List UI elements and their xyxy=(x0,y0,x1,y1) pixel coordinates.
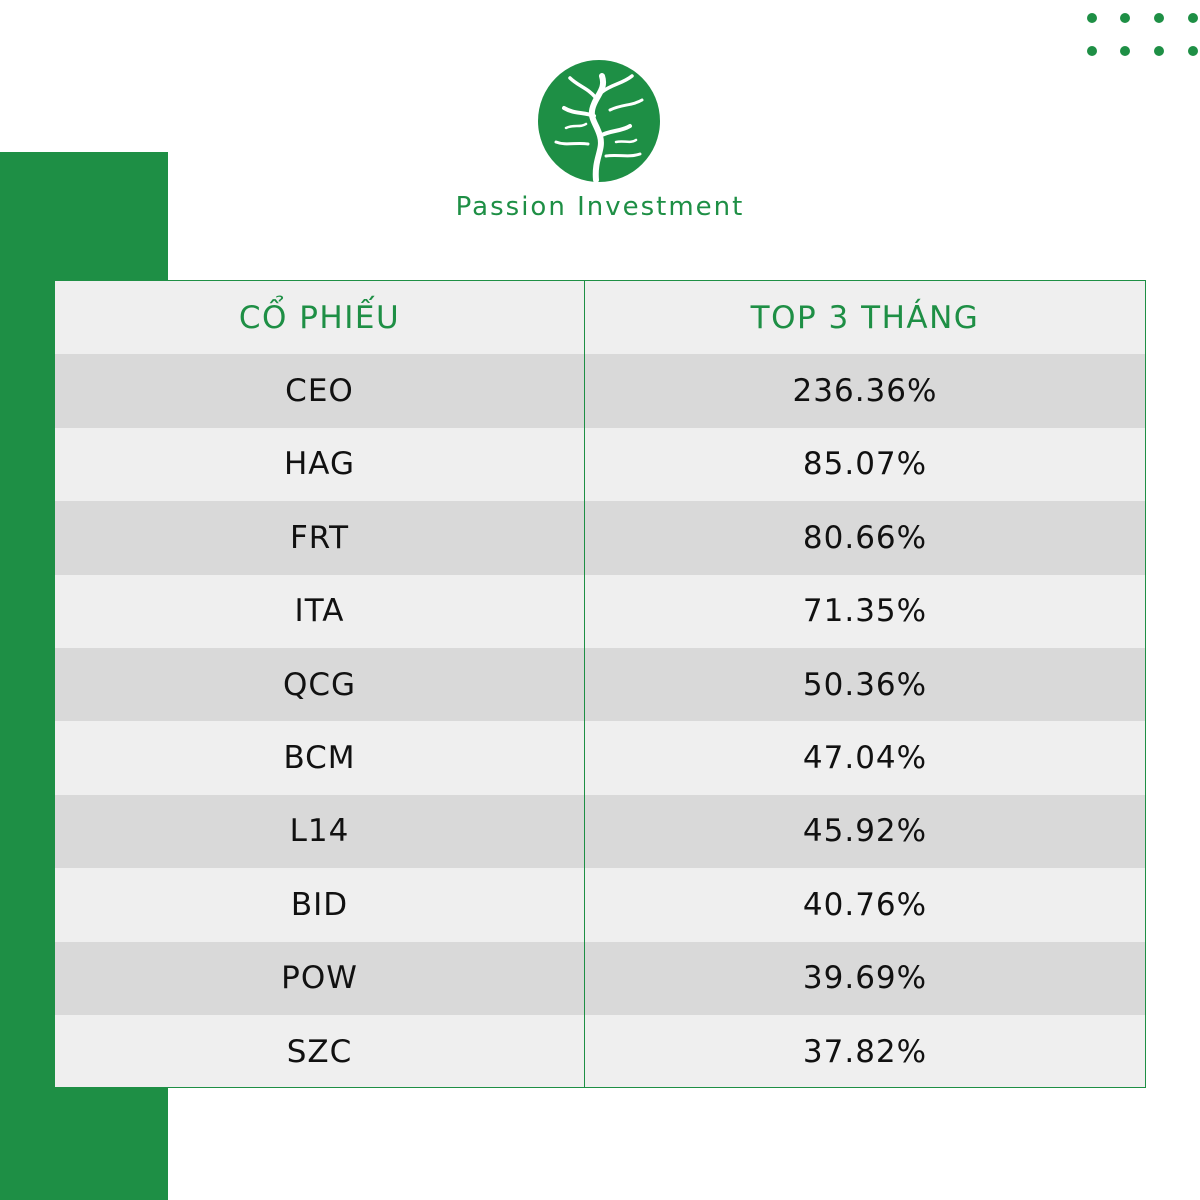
three-month-return-cell: 85.07% xyxy=(802,446,928,483)
table-row: BID 40.76% xyxy=(55,868,1145,942)
stock-code-cell: POW xyxy=(55,941,585,1015)
decorative-dot xyxy=(1120,46,1130,56)
table-row: HAG 85.07% xyxy=(55,427,1145,502)
brand-name: Passion Investment xyxy=(455,192,745,222)
table-row: FRT 80.66% xyxy=(55,501,1145,575)
table-row: QCG 50.36% xyxy=(55,647,1145,722)
table-row: ITA 71.35% xyxy=(55,574,1145,648)
stock-code-cell: FRT xyxy=(55,501,585,575)
three-month-return-cell: 40.76% xyxy=(802,886,928,923)
decorative-dot xyxy=(1120,13,1130,23)
table-row: CEO 236.36% xyxy=(55,354,1145,428)
three-month-return-cell: 50.36% xyxy=(802,666,928,703)
stock-code-cell: CEO xyxy=(55,354,585,428)
table-row: POW 39.69% xyxy=(55,941,1145,1015)
three-month-return-cell: 47.04% xyxy=(802,740,928,777)
stock-code-cell: L14 xyxy=(55,794,585,869)
decorative-dot xyxy=(1154,13,1164,23)
three-month-return-cell: 37.82% xyxy=(802,1033,928,1070)
stock-code-cell: ITA xyxy=(55,574,585,648)
three-month-return-cell: 80.66% xyxy=(802,519,928,556)
stock-code-cell: BID xyxy=(55,868,585,942)
decorative-dot xyxy=(1087,13,1097,23)
three-month-return-cell: 39.69% xyxy=(802,960,928,997)
table-row: L14 45.92% xyxy=(55,794,1145,869)
table-row: BCM 47.04% xyxy=(55,721,1145,795)
decorative-dots xyxy=(1080,8,1200,64)
three-month-return-cell: 71.35% xyxy=(802,593,928,630)
decorative-dot xyxy=(1188,46,1198,56)
three-month-return-cell: 45.92% xyxy=(802,813,928,850)
header-top-3-months: TOP 3 THÁNG xyxy=(750,299,980,336)
stock-code-cell: SZC xyxy=(55,1014,585,1087)
tree-logo-icon xyxy=(538,60,660,183)
header-stock: CỔ PHIẾU xyxy=(55,281,585,355)
stock-code-cell: HAG xyxy=(55,427,585,502)
performance-table: CỔ PHIẾU TOP 3 THÁNG CEO 236.36% HAG 85.07%… xyxy=(54,280,1146,1088)
decorative-dot xyxy=(1154,46,1164,56)
decorative-dot xyxy=(1087,46,1097,56)
stock-code-cell: BCM xyxy=(55,721,585,795)
table-row: SZC 37.82% xyxy=(55,1014,1145,1087)
table-header-row: CỔ PHIẾU TOP 3 THÁNG xyxy=(55,281,1145,355)
stock-code-cell: QCG xyxy=(55,647,585,722)
three-month-return-cell: 236.36% xyxy=(792,373,938,410)
decorative-dot xyxy=(1188,13,1198,23)
